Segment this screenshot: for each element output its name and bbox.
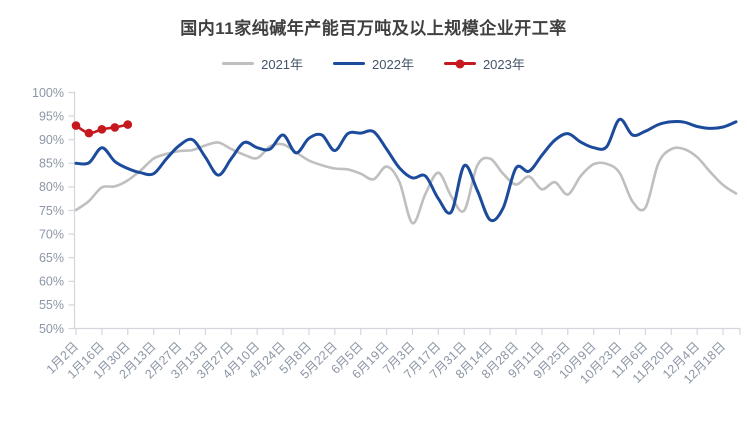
series-marker-2023年 — [123, 120, 133, 129]
legend-label-2023: 2023年 — [482, 57, 525, 72]
chart-legend: 2021年 2022年 2023年 — [0, 54, 747, 73]
series-line-2022年 — [74, 117, 738, 223]
legend-item-2021: 2021年 — [222, 54, 303, 73]
y-tick-label: 65% — [39, 251, 64, 265]
legend-line-swatch-2023 — [443, 59, 476, 68]
y-tick-label: 85% — [39, 157, 64, 171]
series-line-2021年 — [74, 141, 738, 225]
series-marker-2023年 — [110, 123, 120, 132]
y-tick-label: 90% — [39, 133, 64, 147]
y-tick-label: 95% — [39, 109, 64, 123]
series-marker-2023年 — [71, 121, 81, 130]
series-marker-2023年 — [84, 128, 94, 138]
series-marker-2023年 — [97, 125, 107, 134]
y-tick-label: 75% — [39, 204, 64, 218]
legend-label-2022: 2022年 — [372, 57, 414, 72]
y-tick-label: 100% — [32, 86, 64, 100]
legend-line-swatch-2021 — [222, 62, 255, 65]
y-tick-label: 50% — [39, 322, 64, 336]
y-tick-label: 80% — [39, 180, 64, 194]
legend-line-swatch-2022 — [333, 62, 366, 65]
y-tick-label: 55% — [39, 298, 64, 312]
y-tick-label: 60% — [39, 275, 64, 289]
legend-marker-dot-2023 — [455, 59, 465, 68]
legend-item-2022: 2022年 — [333, 54, 414, 73]
legend-item-2023: 2023年 — [443, 54, 525, 73]
legend-label-2021: 2021年 — [261, 57, 304, 72]
y-tick-label: 70% — [39, 227, 64, 241]
chart-title: 国内11家纯碱年产能百万吨及以上规模企业开工率 — [180, 19, 567, 38]
